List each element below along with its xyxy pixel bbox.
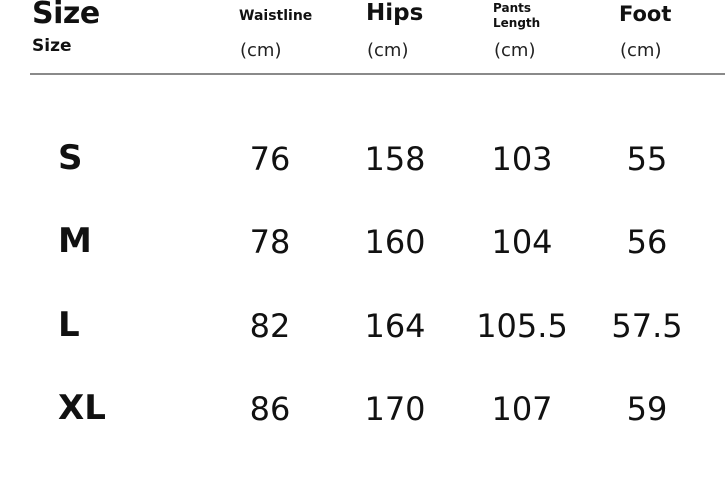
row-size-l: L [58, 305, 80, 345]
header-divider [30, 73, 725, 75]
unit-foot: (cm) [620, 40, 662, 61]
cell-hips: 158 [364, 140, 426, 178]
column-header-pants-length: Pants Length [493, 1, 540, 31]
cell-pants-length: 103 [491, 140, 553, 178]
cell-waistline: 78 [249, 223, 291, 261]
column-header-pants-line2: Length [493, 16, 541, 30]
cell-foot: 55 [626, 140, 668, 178]
size-subtitle: Size [32, 36, 72, 56]
cell-hips: 170 [364, 390, 426, 428]
cell-pants-length: 104 [491, 223, 553, 261]
unit-pants-length: (cm) [494, 40, 536, 61]
column-header-waistline: Waistline [239, 8, 313, 24]
cell-foot: 57.5 [611, 307, 683, 345]
cell-pants-length: 107 [491, 390, 553, 428]
size-title: Size [32, 0, 100, 31]
column-header-pants-line1: Pants [493, 1, 531, 15]
unit-hips: (cm) [367, 40, 409, 61]
row-size-xl: XL [58, 388, 106, 428]
column-header-foot: Foot [619, 2, 672, 26]
unit-waistline: (cm) [240, 40, 282, 61]
row-size-m: M [58, 221, 92, 261]
cell-waistline: 82 [249, 307, 291, 345]
cell-waistline: 76 [249, 140, 291, 178]
cell-hips: 164 [364, 307, 426, 345]
column-header-hips: Hips [366, 0, 424, 26]
cell-hips: 160 [364, 223, 426, 261]
cell-pants-length: 105.5 [476, 307, 568, 345]
cell-waistline: 86 [249, 390, 291, 428]
cell-foot: 56 [626, 223, 668, 261]
cell-foot: 59 [626, 390, 668, 428]
row-size-s: S [58, 138, 83, 178]
